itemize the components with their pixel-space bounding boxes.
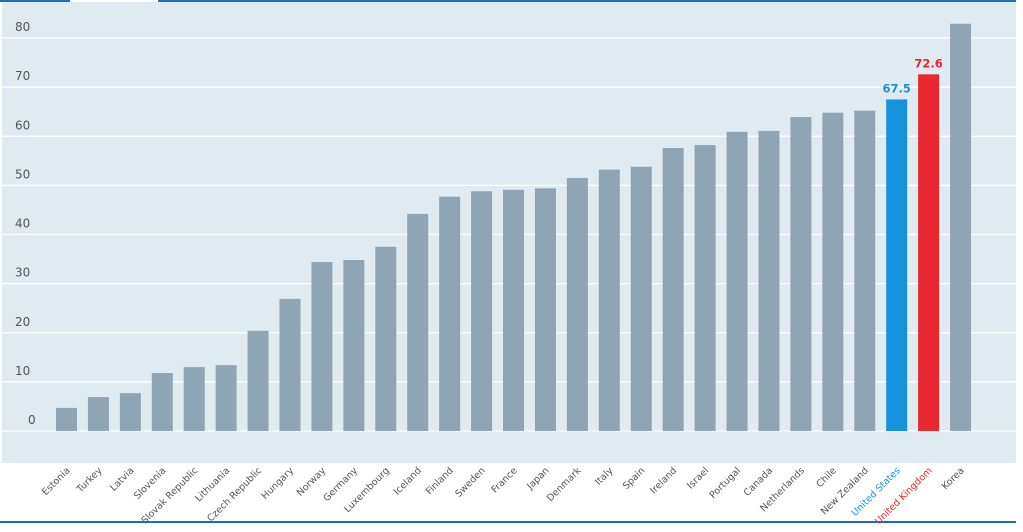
bar (311, 262, 333, 431)
x-tick-label: Hungary (260, 465, 297, 502)
x-tick-label: Finland (424, 465, 456, 497)
y-tick-label: 40 (15, 217, 30, 231)
bar (247, 330, 269, 431)
x-tick-label: Ireland (648, 465, 679, 496)
bar (439, 196, 461, 431)
x-tick-label: Slovak Republic (139, 465, 200, 526)
bar (471, 191, 493, 431)
y-tick-label: 10 (15, 364, 30, 378)
y-tick-label: 50 (15, 167, 30, 181)
bar (534, 188, 556, 431)
bar (758, 130, 780, 431)
x-tick-label: Israel (685, 465, 711, 491)
bottom-frame-line (0, 521, 1016, 523)
bar (918, 74, 940, 431)
bar (56, 407, 77, 431)
bar (790, 117, 812, 431)
bar (183, 367, 205, 431)
bar (566, 178, 588, 431)
x-tick-label: Iceland (392, 465, 424, 497)
y-tick-label: 70 (15, 69, 30, 83)
x-tick-label: Japan (524, 465, 551, 492)
bar (151, 373, 173, 431)
x-tick-label: Italy (593, 465, 616, 488)
x-tick-label: United Kingdom (873, 465, 935, 527)
x-tick-label: Portugal (708, 465, 744, 501)
x-tick-label: Latvia (108, 465, 136, 493)
y-tick-label: 0 (28, 413, 36, 427)
bar (822, 112, 844, 432)
bar (503, 189, 525, 431)
x-tick-label: Turkey (74, 465, 105, 496)
bar (950, 23, 972, 431)
bar (854, 110, 876, 431)
x-tick-label: Spain (621, 465, 648, 492)
bar (630, 166, 652, 431)
y-tick-label: 80 (15, 20, 30, 34)
bar (694, 145, 716, 431)
data-label: 67.5 (882, 81, 910, 95)
bar (375, 246, 397, 431)
x-tick-label: Czech Republic (205, 465, 264, 524)
x-tick-label: Denmark (545, 465, 584, 504)
x-tick-label: Sweden (453, 465, 487, 499)
bar (343, 260, 365, 431)
bar (119, 393, 141, 431)
y-tick-label: 60 (15, 118, 30, 132)
x-tick-label: Estonia (40, 465, 73, 498)
y-tick-label: 20 (15, 315, 30, 329)
x-tick-label: Chile (814, 465, 839, 490)
y-tick-label: 30 (15, 266, 30, 280)
bar (279, 298, 301, 431)
top-frame-line (0, 0, 70, 2)
bar (87, 397, 109, 431)
x-tick-label: Korea (940, 465, 967, 492)
data-label: 72.6 (914, 56, 942, 70)
x-tick-label: France (490, 465, 520, 495)
bar (886, 99, 908, 431)
bar (598, 169, 620, 431)
bar (407, 213, 429, 431)
bar (726, 131, 748, 432)
bar (215, 365, 237, 431)
bar (662, 148, 684, 432)
top-frame-line (158, 0, 1016, 2)
